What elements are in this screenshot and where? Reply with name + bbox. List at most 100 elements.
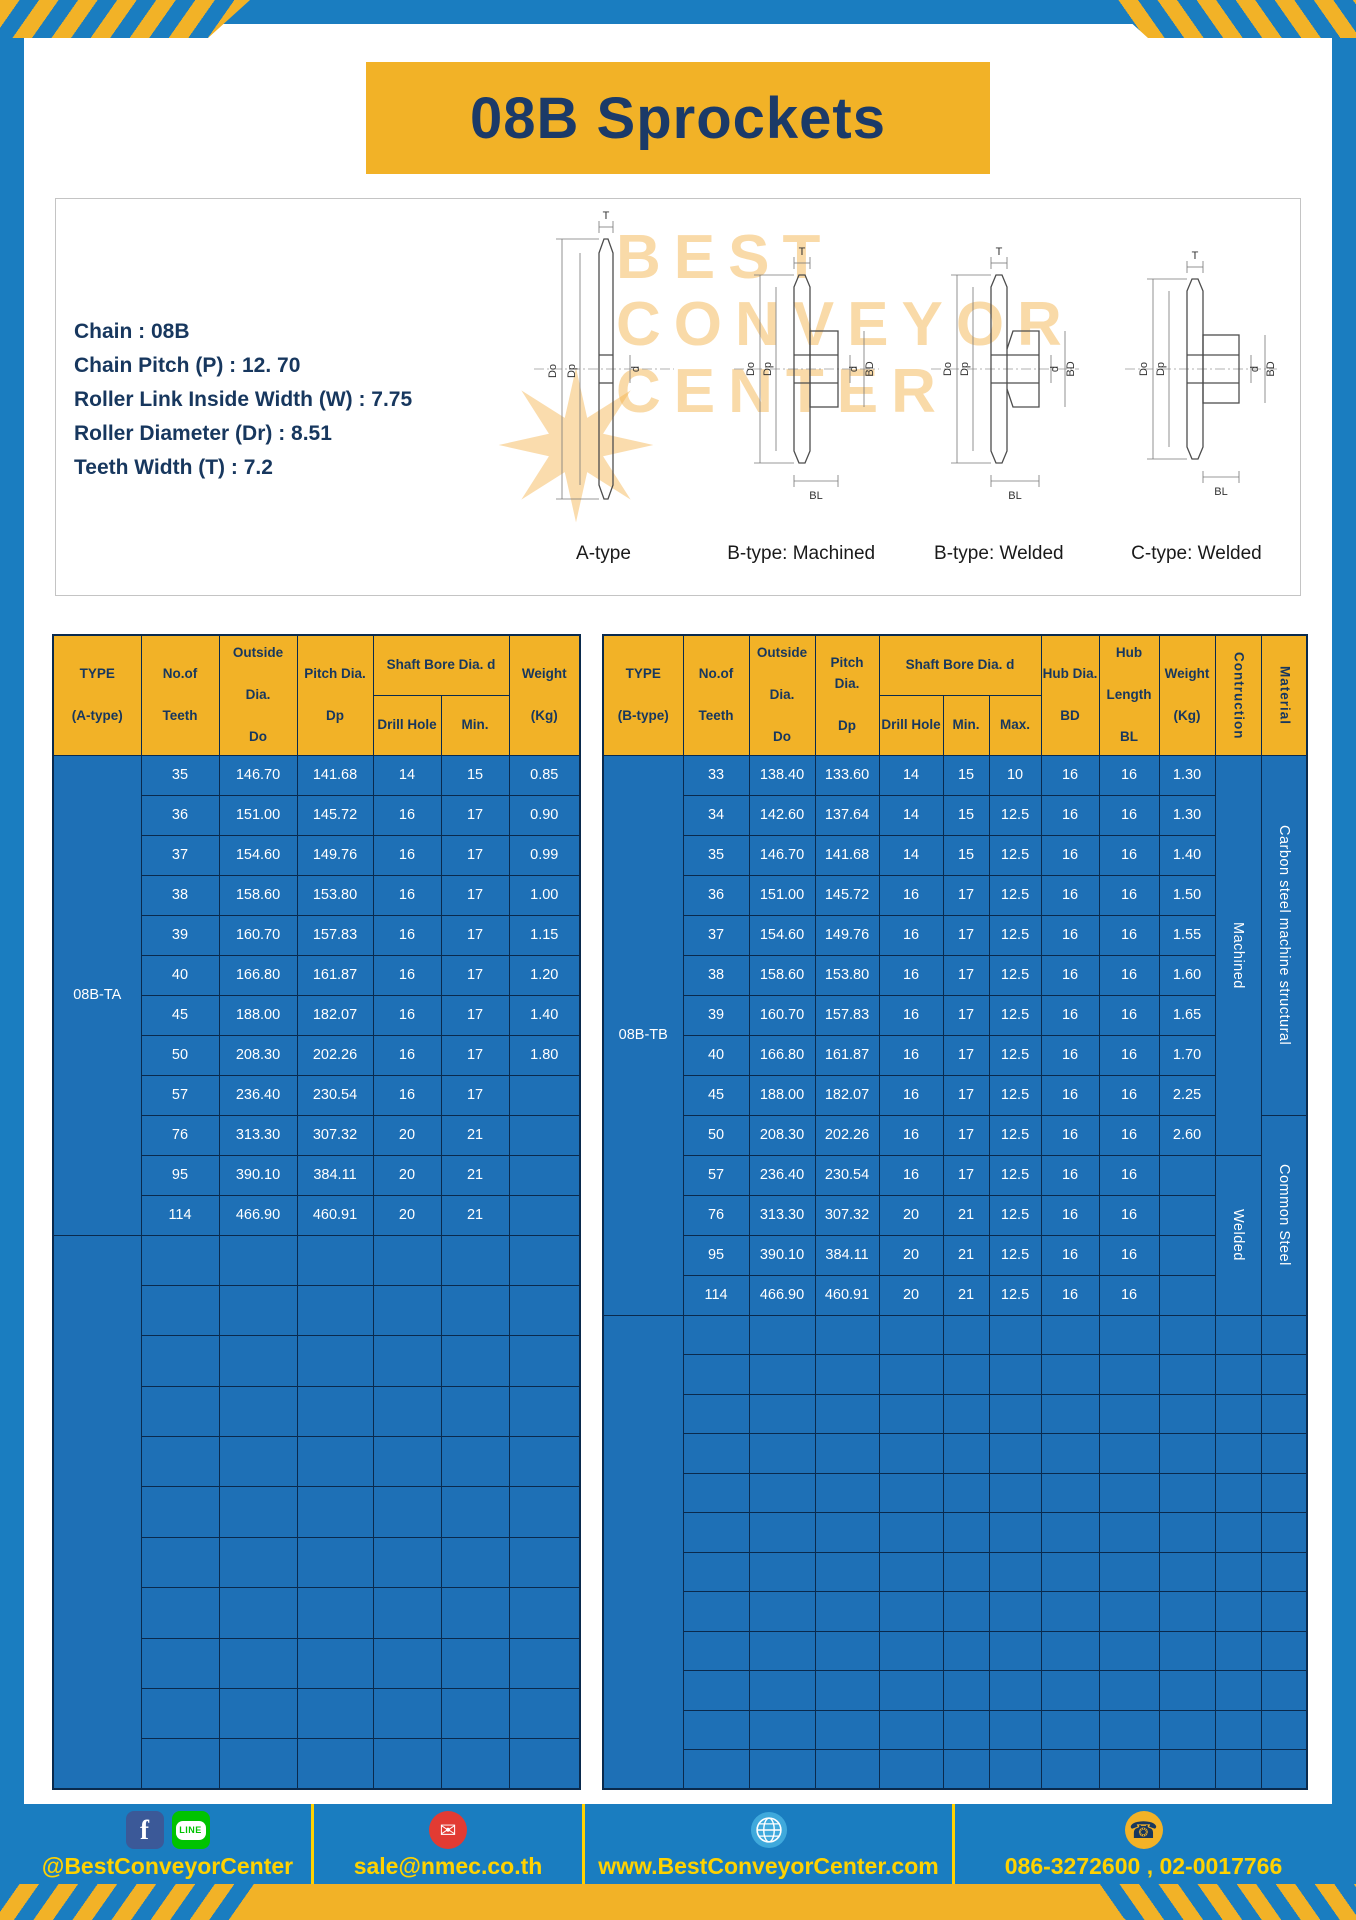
globe-icon[interactable] <box>750 1811 788 1849</box>
table-cell <box>878 1433 944 1474</box>
table-cell: 151.00 <box>748 874 816 916</box>
table-cell <box>1260 1314 1308 1355</box>
table-cell <box>1040 1393 1100 1434</box>
col-header-min: Min. <box>942 694 990 756</box>
table-row: 34 142.60 137.64 14 15 12.5 16 16 1.30 <box>603 794 1307 836</box>
table-b-body: 08B-TB 33 138.40 133.60 14 15 10 16 16 1.30 Machin… <box>602 754 1308 1790</box>
title-banner: 08B Sprockets <box>366 62 990 174</box>
table-cell: 1.80 <box>508 1034 581 1076</box>
table-cell: 153.80 <box>814 954 880 996</box>
table-cell <box>296 1587 374 1639</box>
table-cell: 157.83 <box>814 994 880 1036</box>
table-cell <box>1098 1630 1160 1671</box>
line-icon[interactable]: LINE <box>171 1811 210 1849</box>
table-cell <box>440 1688 510 1740</box>
table-cell: 16 <box>1098 794 1160 836</box>
table-cell <box>1158 1551 1216 1592</box>
svg-text:Do: Do <box>1138 362 1150 376</box>
table-cell: 16 <box>372 1074 442 1116</box>
table-cell: 39 <box>140 914 220 956</box>
spec-line-roller-width: Roller Link Inside Width (W) : 7.75 <box>74 388 413 411</box>
table-cell: 16 <box>1098 1234 1160 1276</box>
table-row-empty <box>603 1591 1308 1632</box>
table-cell <box>1158 1670 1216 1711</box>
table-cell: 141.68 <box>814 834 880 876</box>
table-cell <box>508 1154 581 1196</box>
table-cell <box>440 1335 510 1387</box>
table-cell: 236.40 <box>218 1074 298 1116</box>
table-row: 08B-TB 33 138.40 133.60 14 15 10 16 16 1.30 Machin… <box>602 754 1308 1316</box>
table-cell <box>748 1393 816 1434</box>
table-cell: 202.26 <box>296 1034 374 1076</box>
table-cell: 15 <box>942 834 990 876</box>
table-row-empty <box>53 1536 581 1589</box>
table-cell: 17 <box>440 1074 510 1116</box>
col-header-pitch-dia: Pitch Dia. Dp <box>296 634 374 756</box>
svg-text:Do: Do <box>547 364 559 378</box>
website-text[interactable]: www.BestConveyorCenter.com <box>598 1853 939 1879</box>
table-cell <box>296 1234 374 1286</box>
table-cell <box>988 1709 1042 1750</box>
diagram-b-type-welded: T Do Dp d BD BL B-type: Welded <box>901 209 1096 565</box>
table-cell <box>1260 1551 1308 1592</box>
facebook-icon[interactable]: f <box>125 1811 164 1849</box>
table-cell <box>1098 1551 1160 1592</box>
table-cell: 158.60 <box>218 874 298 916</box>
svg-text:d: d <box>630 366 642 372</box>
table-cell: 141.68 <box>296 754 374 796</box>
email-text[interactable]: sale@nmec.co.th <box>353 1853 543 1879</box>
table-cell: 16 <box>1098 1034 1160 1076</box>
table-cell: 142.60 <box>748 794 816 836</box>
table-cell <box>748 1670 816 1711</box>
table-cell: 208.30 <box>218 1034 298 1076</box>
diagram-c-type-welded: T Do Dp d BD BL C-type: Welded <box>1099 209 1294 565</box>
table-cell: 149.76 <box>814 914 880 956</box>
table-cell: 182.07 <box>296 994 374 1036</box>
table-row: 76 313.30 307.32 20 21 12.5 16 16 <box>603 1194 1307 1236</box>
table-cell <box>1158 1512 1216 1553</box>
table-cell <box>1040 1551 1100 1592</box>
table-cell: 76 <box>140 1114 220 1156</box>
table-cell: 21 <box>942 1274 990 1316</box>
table-cell <box>1214 1749 1262 1790</box>
table-cell <box>682 1551 750 1592</box>
table-cell: 0.99 <box>508 834 581 876</box>
table-cell: 16 <box>372 994 442 1036</box>
table-cell: 17 <box>942 1074 990 1116</box>
phone-numbers-text[interactable]: 086-3272600 , 02-0017766 <box>1004 1853 1283 1879</box>
table-row: 114 466.90 460.91 20 21 <box>53 1194 581 1236</box>
mail-icon[interactable]: ✉ <box>429 1811 467 1849</box>
social-icons: f LINE <box>125 1810 210 1850</box>
table-cell <box>942 1354 990 1395</box>
col-header-material: Material <box>1260 634 1308 756</box>
table-cell: 114 <box>140 1194 220 1236</box>
table-cell <box>1040 1433 1100 1474</box>
table-cell: 16 <box>878 994 944 1036</box>
table-b-header: TYPE (B-type) No.of Teeth Outside Dia. D… <box>602 634 1308 756</box>
table-cell <box>748 1314 816 1355</box>
material-cell: Carbon steel machine structural <box>1260 754 1308 1116</box>
table-cell <box>942 1314 990 1355</box>
table-cell: 16 <box>1098 1114 1160 1156</box>
table-cell <box>1214 1393 1262 1434</box>
type-empty-cell <box>52 1234 142 1790</box>
table-cell: 16 <box>878 874 944 916</box>
table-cell <box>748 1472 816 1513</box>
table-cell <box>988 1512 1042 1553</box>
table-cell <box>1260 1472 1308 1513</box>
table-row-empty <box>603 1551 1308 1592</box>
col-header-type-b: TYPE (B-type) <box>602 634 684 756</box>
table-cell <box>140 1385 220 1438</box>
table-cell <box>372 1335 442 1387</box>
table-cell: 230.54 <box>296 1074 374 1116</box>
table-cell <box>682 1709 750 1750</box>
svg-text:BL: BL <box>809 490 822 502</box>
b-type-machined-drawing-icon: T Do Dp d BD BL <box>733 246 879 502</box>
table-cell <box>748 1630 816 1671</box>
table-cell: 17 <box>440 994 510 1036</box>
phone-icon[interactable]: ☎ <box>1124 1811 1163 1849</box>
facebook-handle-text[interactable]: @BestConveyorCenter <box>41 1853 294 1879</box>
table-cell: 160.70 <box>748 994 816 1036</box>
table-cell: 20 <box>878 1234 944 1276</box>
type-value-cell: 08B-TA <box>52 754 142 1236</box>
